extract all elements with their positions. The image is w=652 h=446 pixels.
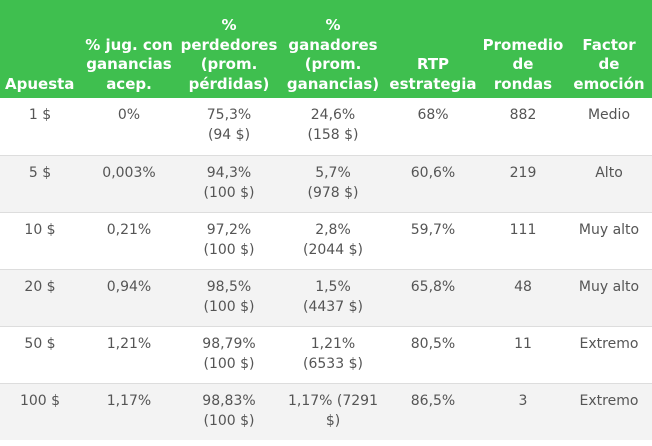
losers-pct: 75,3% xyxy=(206,107,252,123)
winners-pct: 5,7% xyxy=(315,164,351,181)
avg-loss: (100 $) xyxy=(203,412,255,429)
cell-bet: 1 $ xyxy=(0,98,80,156)
avg-win: (978 $) xyxy=(307,184,359,201)
header-winners: % ganadores (prom. ganancias) xyxy=(280,0,386,98)
cell-excitement: Muy alto xyxy=(566,212,652,270)
cell-avg-rounds: 111 xyxy=(480,212,566,270)
cell-losers: 98,5% (100 $) xyxy=(178,269,280,327)
header-pct-acceptable: % jug. con ganancias acep. xyxy=(80,0,178,98)
header-excitement: Factor de emoción xyxy=(566,0,652,98)
avg-win: $) xyxy=(325,412,341,429)
cell-pct-acceptable: 1,21% xyxy=(80,326,178,384)
avg-win: (2044 $) xyxy=(303,241,363,258)
cell-rtp: 65,8% xyxy=(386,269,480,327)
winners-pct: 1,17% (7291 xyxy=(287,392,378,409)
avg-loss: (100 $) xyxy=(203,184,255,201)
avg-loss: (94 $) xyxy=(207,127,251,143)
winners-pct: 24,6% xyxy=(310,107,356,123)
losers-pct: 98,5% xyxy=(206,278,252,295)
losers-pct: 98,83% xyxy=(202,392,256,409)
cell-winners: 5,7% (978 $) xyxy=(280,155,386,213)
cell-avg-rounds: 48 xyxy=(480,269,566,327)
winners-pct: 2,8% xyxy=(315,221,351,238)
header-avg-rounds: Promedio de rondas xyxy=(480,0,566,98)
cell-losers: 98,79% (100 $) xyxy=(178,326,280,384)
cell-rtp: 60,6% xyxy=(386,155,480,213)
cell-rtp: 80,5% xyxy=(386,326,480,384)
cell-losers: 97,2% (100 $) xyxy=(178,212,280,270)
cell-bet: 5 $ xyxy=(0,155,80,213)
cell-pct-acceptable: 0% xyxy=(80,98,178,156)
winners-pct: 1,5% xyxy=(315,278,351,295)
cell-rtp: 59,7% xyxy=(386,212,480,270)
cell-avg-rounds: 3 xyxy=(480,383,566,440)
cell-winners: 1,5% (4437 $) xyxy=(280,269,386,327)
header-losers: % perdedores (prom. pérdidas) xyxy=(178,0,280,98)
table-row: 20 $ 0,94% 98,5% (100 $) 1,5% (4437 $) 6… xyxy=(0,269,652,327)
cell-winners: 24,6% (158 $) xyxy=(280,98,386,156)
table-row: 5 $ 0,003% 94,3% (100 $) 5,7% (978 $) 60… xyxy=(0,155,652,213)
cell-rtp: 86,5% xyxy=(386,383,480,440)
table-row: 100 $ 1,17% 98,83% (100 $) 1,17% (7291 $… xyxy=(0,383,652,440)
table-row: 10 $ 0,21% 97,2% (100 $) 2,8% (2044 $) 5… xyxy=(0,212,652,270)
cell-avg-rounds: 219 xyxy=(480,155,566,213)
avg-win: (4437 $) xyxy=(303,298,363,315)
losers-pct: 94,3% xyxy=(206,164,252,181)
cell-losers: 75,3% (94 $) xyxy=(178,98,280,156)
cell-avg-rounds: 882 xyxy=(480,98,566,156)
avg-win: (158 $) xyxy=(307,127,359,143)
table-row: 1 $ 0% 75,3% (94 $) 24,6% (158 $) 68% 88… xyxy=(0,98,652,156)
header-bet: Apuesta xyxy=(0,0,80,98)
avg-loss: (100 $) xyxy=(203,355,255,372)
cell-bet: 20 $ xyxy=(0,269,80,327)
cell-pct-acceptable: 0,21% xyxy=(80,212,178,270)
avg-win: (6533 $) xyxy=(303,355,363,372)
cell-excitement: Muy alto xyxy=(566,269,652,327)
cell-winners: 2,8% (2044 $) xyxy=(280,212,386,270)
cell-pct-acceptable: 0,003% xyxy=(80,155,178,213)
winners-pct: 1,21% xyxy=(310,335,356,352)
header-rtp: RTP estrategia xyxy=(386,0,480,98)
cell-pct-acceptable: 0,94% xyxy=(80,269,178,327)
avg-loss: (100 $) xyxy=(203,298,255,315)
losers-pct: 98,79% xyxy=(202,335,256,352)
table-header-row: Apuesta % jug. con ganancias acep. % per… xyxy=(0,0,652,98)
avg-loss: (100 $) xyxy=(203,241,255,258)
losers-pct: 97,2% xyxy=(206,221,252,238)
cell-losers: 98,83% (100 $) xyxy=(178,383,280,440)
cell-bet: 10 $ xyxy=(0,212,80,270)
cell-winners: 1,17% (7291 $) xyxy=(280,383,386,440)
cell-avg-rounds: 11 xyxy=(480,326,566,384)
cell-losers: 94,3% (100 $) xyxy=(178,155,280,213)
cell-excitement: Medio xyxy=(566,98,652,156)
cell-excitement: Extremo xyxy=(566,383,652,440)
cell-excitement: Extremo xyxy=(566,326,652,384)
cell-pct-acceptable: 1,17% xyxy=(80,383,178,440)
cell-bet: 100 $ xyxy=(0,383,80,440)
cell-excitement: Alto xyxy=(566,155,652,213)
table-row: 50 $ 1,21% 98,79% (100 $) 1,21% (6533 $)… xyxy=(0,326,652,384)
cell-winners: 1,21% (6533 $) xyxy=(280,326,386,384)
cell-rtp: 68% xyxy=(386,98,480,156)
cell-bet: 50 $ xyxy=(0,326,80,384)
